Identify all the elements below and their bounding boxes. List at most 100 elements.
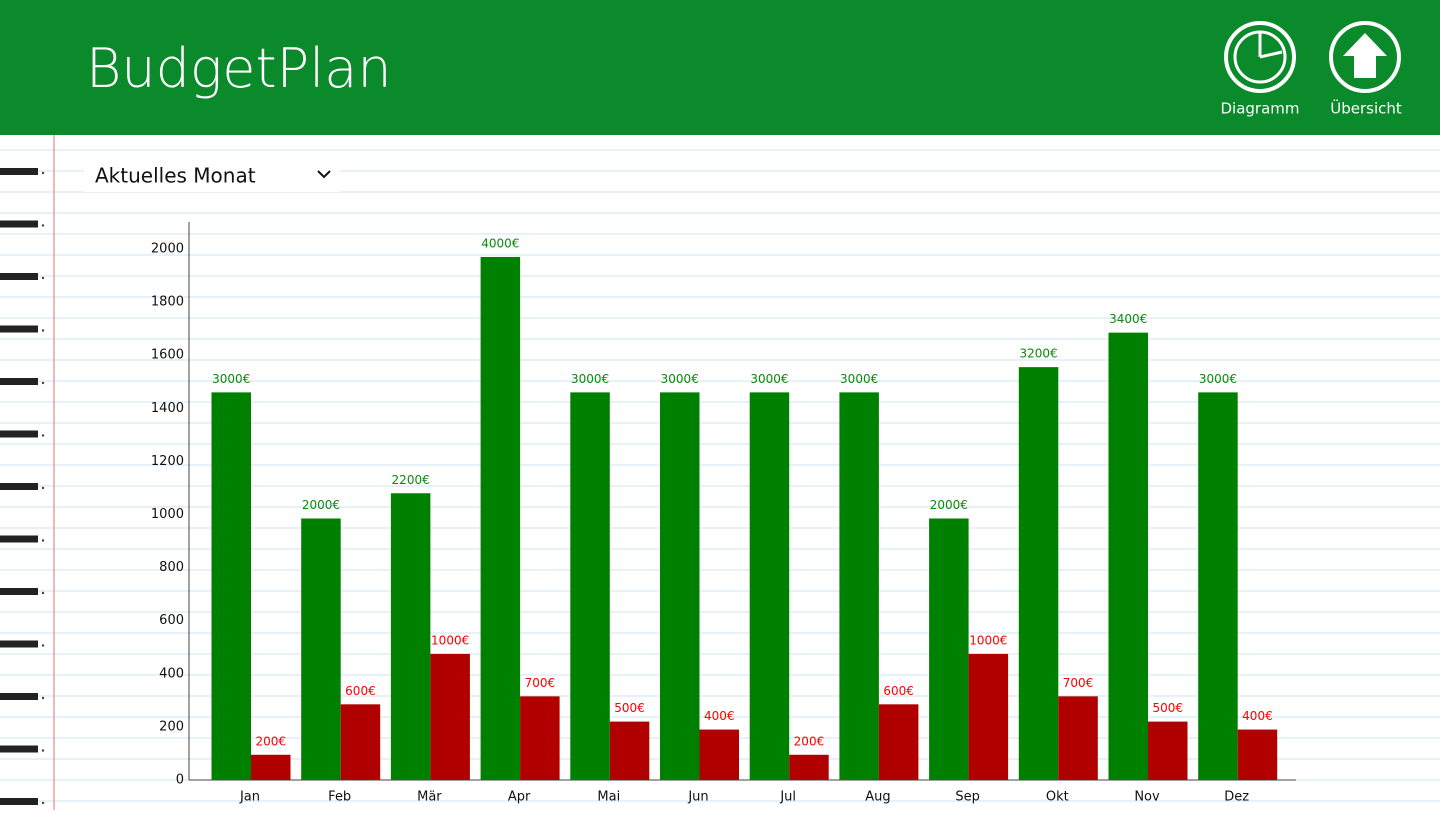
bar-label: 3000€ <box>750 372 788 386</box>
bar <box>968 653 1009 780</box>
bar <box>390 493 431 780</box>
button-label: Übersicht <box>1330 99 1402 118</box>
bar <box>789 754 829 780</box>
binding-ring <box>0 220 38 228</box>
binding-ring <box>0 483 38 490</box>
bar <box>1148 721 1188 780</box>
binding-hole <box>41 644 45 647</box>
binding-ring <box>0 378 38 385</box>
overview-button[interactable]: Übersicht <box>1329 21 1402 118</box>
bar <box>570 392 610 780</box>
bar-label: 700€ <box>1063 676 1094 690</box>
binding-ring <box>0 535 38 543</box>
bar <box>340 704 381 780</box>
bar-label: 200€ <box>255 734 286 748</box>
binding-hole <box>41 591 45 595</box>
bar <box>1198 392 1238 780</box>
binding-hole <box>41 329 45 332</box>
bar-label: 1000€ <box>969 633 1007 647</box>
y-tick-label: 400 <box>159 666 184 681</box>
bar-label: 3000€ <box>1199 372 1237 386</box>
pie-wedge <box>1258 32 1283 59</box>
x-tick-label: Jul <box>779 790 796 805</box>
bar <box>1018 367 1059 780</box>
y-tick-label: 0 <box>176 773 184 788</box>
y-tick-label: 1200 <box>151 454 184 469</box>
x-tick-label: Okt <box>1046 790 1069 805</box>
button-ring <box>1329 21 1401 93</box>
binding-ring <box>0 588 38 595</box>
y-tick-label: 1600 <box>151 348 184 363</box>
binding-hole <box>41 381 45 385</box>
bar <box>251 754 291 780</box>
bar-label: 500€ <box>614 701 645 715</box>
binding-ring <box>0 745 38 753</box>
selector-label: Aktuelles Monat <box>95 164 256 188</box>
bar <box>430 653 470 780</box>
bar <box>480 256 521 781</box>
x-tick-label: Mai <box>597 790 620 805</box>
chevron <box>317 170 331 179</box>
bar <box>1108 332 1148 780</box>
binding-ring <box>0 693 38 700</box>
binding-ring <box>0 798 38 805</box>
bar-label: 400€ <box>1242 709 1273 723</box>
bar-label: 3000€ <box>212 372 250 386</box>
binding-ring <box>0 640 38 648</box>
bar <box>660 392 700 780</box>
bar-label: 4000€ <box>481 236 519 250</box>
binding-ring <box>0 325 38 333</box>
bar-label: 2000€ <box>302 498 340 512</box>
x-tick-label: Dez <box>1224 790 1249 805</box>
bar-label: 600€ <box>883 684 914 698</box>
diagram-button[interactable]: Diagramm <box>1220 21 1300 118</box>
bar <box>878 704 919 780</box>
bar-label: 3000€ <box>571 372 609 386</box>
binding-hole <box>41 486 45 490</box>
y-tick-label: 600 <box>159 613 184 628</box>
bar-label: 2000€ <box>930 498 968 512</box>
y-tick-label: 200 <box>159 719 184 734</box>
button-label: Diagramm <box>1220 100 1299 118</box>
button-ring <box>1224 21 1296 93</box>
y-tick-label: 2000 <box>151 242 184 257</box>
bar <box>609 721 650 780</box>
y-tick-label: 800 <box>159 560 184 575</box>
x-tick-label: Jun <box>687 790 708 805</box>
bar-label: 200€ <box>794 734 825 748</box>
binding-ring <box>0 168 38 175</box>
bar <box>1237 729 1278 780</box>
bar-label: 3400€ <box>1109 312 1147 326</box>
home-icon <box>1343 33 1387 78</box>
binding-hole <box>41 749 45 752</box>
binding-ring <box>0 273 38 280</box>
x-tick-label: Mär <box>417 790 442 805</box>
y-tick-label: 1400 <box>151 401 184 416</box>
y-tick-label: 1000 <box>151 507 184 522</box>
binding-hole <box>41 539 45 542</box>
binding-hole <box>41 276 45 280</box>
x-tick-label: Feb <box>328 790 351 805</box>
y-tick-label: 1800 <box>151 295 184 310</box>
bar <box>211 392 251 780</box>
binding-hole <box>41 801 45 805</box>
bar-label: 2200€ <box>392 473 430 487</box>
chart: 0 200 400 600 800 1000 1200 1400 1600 1800 2000 Jan… <box>151 236 1278 805</box>
bar-label: 3000€ <box>840 372 878 386</box>
bar <box>1058 696 1098 780</box>
x-tick-label: Sep <box>955 790 980 805</box>
month-selector[interactable]: Aktuelles Monat <box>84 158 340 192</box>
x-tick-label: Apr <box>508 790 531 805</box>
bar-label: 700€ <box>525 676 556 690</box>
x-tick-label: Aug <box>865 790 890 805</box>
bar-label: 1000€ <box>431 633 469 647</box>
x-tick-label: Jan <box>239 790 260 805</box>
binding-hole <box>41 171 45 175</box>
bar-label: 600€ <box>345 684 376 698</box>
selector-box <box>84 158 340 192</box>
x-tick-label: Nov <box>1134 790 1160 805</box>
bar <box>929 518 969 780</box>
binding-hole <box>41 434 45 437</box>
bar <box>699 729 739 780</box>
